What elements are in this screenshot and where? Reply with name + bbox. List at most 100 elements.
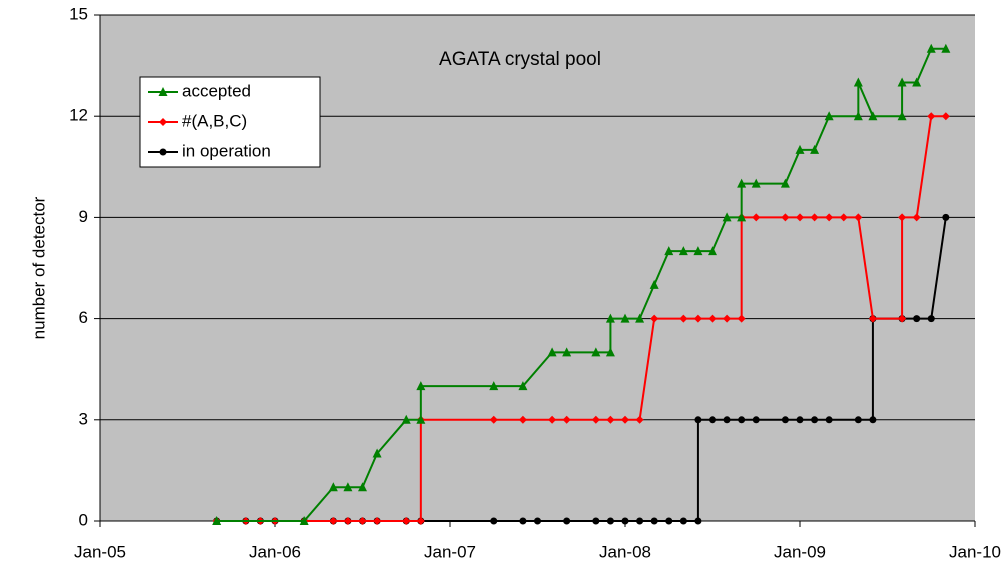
x-tick-label: Jan-09: [774, 542, 826, 561]
y-tick-label: 15: [69, 4, 88, 23]
marker: [751, 178, 761, 188]
marker: [752, 416, 760, 424]
y-tick-label: 9: [79, 207, 88, 226]
marker: [942, 213, 950, 221]
marker: [373, 517, 382, 525]
marker: [212, 516, 222, 525]
x-tick-label: Jan-08: [599, 542, 651, 561]
marker: [941, 43, 951, 53]
x-tick-label: Jan-10: [949, 542, 1001, 561]
marker: [927, 315, 935, 323]
marker: [737, 178, 747, 188]
marker: [913, 315, 921, 323]
marker: [738, 416, 746, 424]
marker: [708, 314, 717, 323]
marker: [708, 246, 717, 256]
marker: [810, 144, 820, 154]
marker: [416, 381, 426, 391]
marker: [781, 416, 789, 424]
marker: [912, 77, 922, 87]
marker: [665, 517, 673, 525]
marker: [416, 517, 425, 525]
marker: [941, 112, 950, 121]
marker: [839, 213, 848, 222]
marker: [810, 213, 819, 222]
marker: [898, 213, 907, 222]
marker: [679, 517, 687, 525]
marker: [869, 416, 877, 424]
marker: [723, 314, 732, 323]
marker: [401, 414, 411, 424]
marker: [519, 517, 527, 525]
y-axis-label: number of detector: [29, 196, 48, 339]
marker: [563, 517, 571, 525]
x-tick-label: Jan-07: [424, 542, 476, 561]
marker: [620, 313, 630, 323]
marker: [534, 517, 541, 525]
marker: [737, 212, 747, 222]
series-line: [216, 115, 946, 522]
marker: [635, 313, 645, 323]
y-tick-label: 6: [79, 308, 88, 327]
marker: [898, 314, 907, 323]
marker: [795, 144, 805, 154]
marker: [329, 517, 338, 525]
marker: [650, 517, 658, 525]
marker: [518, 415, 527, 424]
legend-label: in operation: [182, 141, 271, 160]
marker: [926, 43, 936, 53]
marker: [752, 213, 761, 222]
marker: [709, 416, 716, 424]
marker: [825, 416, 833, 424]
marker: [605, 313, 615, 323]
marker: [158, 87, 168, 96]
marker: [694, 517, 702, 525]
chart-title: AGATA crystal pool: [439, 49, 601, 70]
marker: [621, 415, 629, 424]
marker: [737, 314, 746, 323]
y-tick-label: 12: [69, 106, 88, 125]
marker: [693, 314, 702, 323]
marker: [358, 482, 367, 492]
y-tick-label: 3: [79, 409, 88, 428]
marker: [328, 482, 338, 492]
marker: [854, 213, 863, 222]
marker: [722, 212, 732, 222]
marker: [635, 415, 644, 424]
marker: [853, 111, 863, 121]
marker: [912, 213, 921, 222]
marker: [723, 416, 731, 424]
marker: [592, 517, 600, 525]
marker: [649, 279, 659, 289]
marker: [416, 414, 426, 424]
marker: [693, 246, 703, 256]
marker: [678, 246, 688, 256]
x-tick-label: Jan-06: [249, 542, 301, 561]
marker: [591, 347, 601, 357]
marker: [854, 416, 862, 424]
marker: [606, 517, 614, 525]
marker: [824, 111, 834, 121]
marker: [299, 516, 309, 525]
marker: [159, 118, 167, 126]
marker: [358, 517, 367, 525]
marker: [868, 111, 878, 121]
marker: [825, 213, 834, 222]
marker: [694, 416, 702, 424]
marker: [562, 347, 572, 357]
marker: [897, 111, 907, 121]
marker: [548, 415, 557, 424]
marker: [343, 482, 353, 492]
legend-label: #(A,B,C): [182, 111, 247, 130]
marker: [518, 381, 528, 391]
marker: [621, 517, 629, 525]
marker: [606, 415, 615, 424]
marker: [489, 415, 498, 424]
marker: [650, 314, 659, 323]
marker: [796, 416, 804, 424]
marker: [636, 517, 644, 525]
marker: [868, 314, 877, 323]
marker: [605, 347, 615, 357]
